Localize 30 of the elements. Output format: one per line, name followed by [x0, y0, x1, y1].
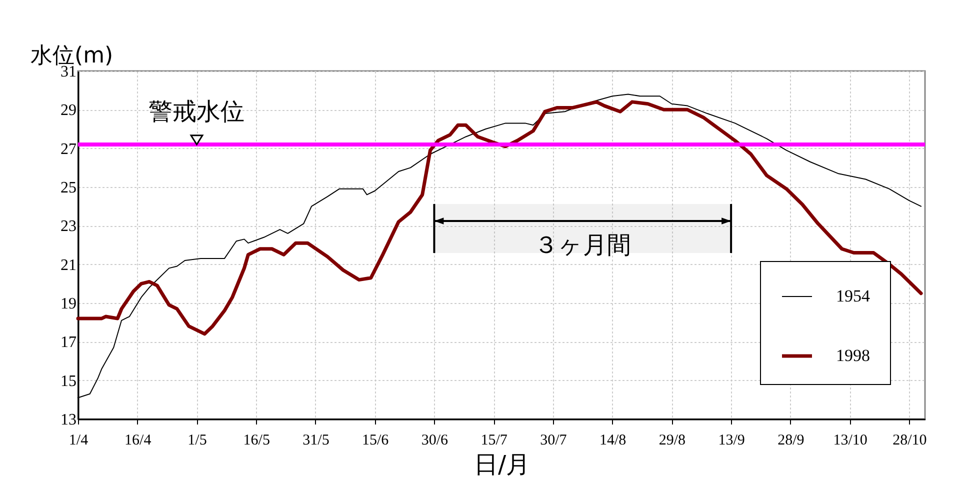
x-tick-label: 1/5	[188, 432, 207, 448]
y-tick-label: 29	[60, 102, 76, 120]
line-series	[76, 100, 923, 336]
y-tick-label: 27	[60, 140, 76, 158]
x-tick-label: 15/6	[362, 432, 390, 448]
x-tick-label: 30/7	[540, 432, 568, 448]
y-tick-label: 19	[60, 296, 76, 312]
x-tick-label: 15/7	[480, 432, 508, 448]
x-tick-label: 29/8	[658, 432, 686, 448]
y-tick-label: 13	[60, 412, 76, 428]
x-tick-label: 30/6	[421, 432, 449, 448]
x-tick-label: 16/5	[243, 432, 270, 448]
band-label: ３ヶ月間	[534, 231, 632, 259]
x-tick-label: 16/4	[124, 432, 152, 448]
legend-label: 1954	[836, 286, 870, 306]
x-tick-label: 14/8	[599, 432, 626, 448]
x-tick-label: 28/9	[778, 432, 804, 448]
x-tick-label: 13/10	[833, 432, 868, 448]
y-tick-label: 21	[60, 256, 76, 274]
annotation: 警戒水位	[148, 97, 245, 126]
y-tick-label: 23	[60, 218, 76, 236]
x-tick-label: 13/9	[718, 432, 745, 448]
y-tick-label: 17	[60, 334, 76, 352]
x-axis-title: 日/月	[474, 450, 530, 478]
legend-label: 1998	[836, 346, 870, 365]
y-tick-label: 15	[60, 372, 76, 390]
x-tick-label: 1/4	[68, 432, 89, 448]
x-tick-label: 28/10	[892, 432, 927, 448]
y-tick-label: 25	[60, 180, 76, 196]
x-tick-label: 31/5	[302, 432, 330, 448]
